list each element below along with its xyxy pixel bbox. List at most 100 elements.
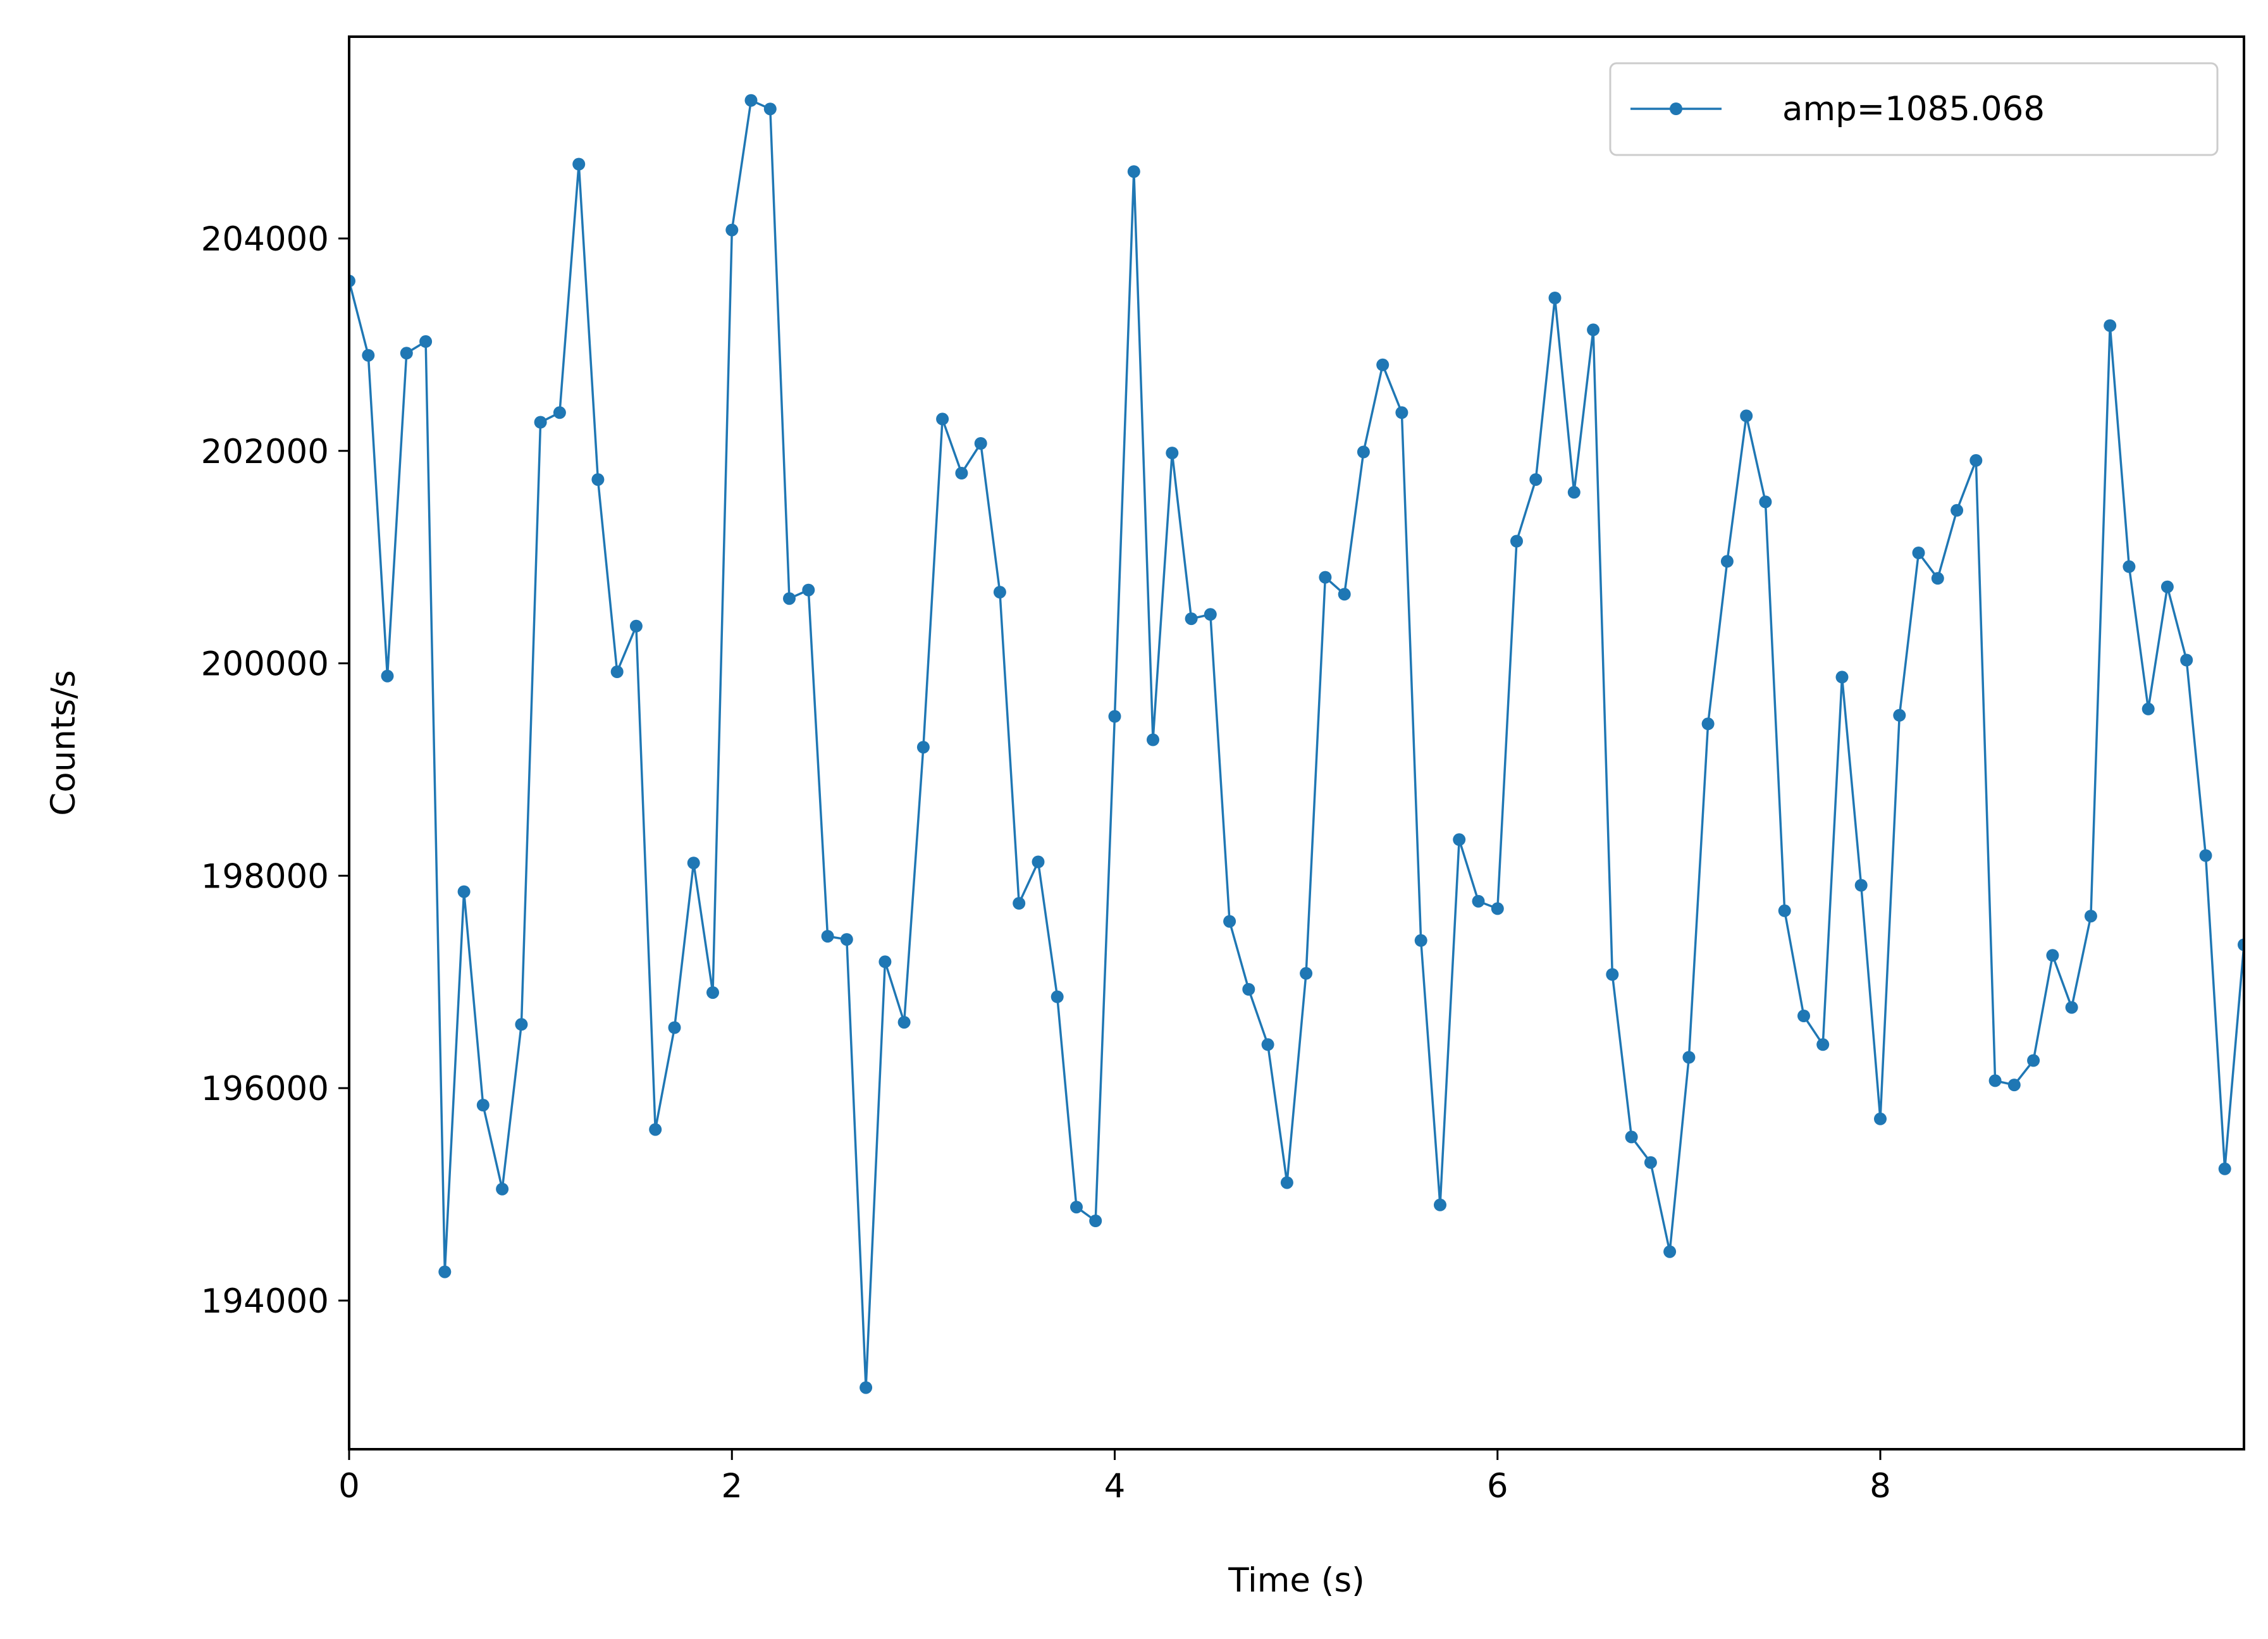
data-point <box>1759 495 1772 509</box>
data-point <box>763 102 777 116</box>
data-point <box>2160 580 2174 593</box>
data-point <box>668 1021 681 1034</box>
data-point <box>974 437 987 450</box>
data-point <box>1089 1215 1102 1227</box>
data-point <box>1740 409 1753 423</box>
data-point <box>1070 1201 1083 1214</box>
data-point <box>1931 572 1944 585</box>
legend-label: amp=1085.068 <box>1782 90 2045 128</box>
data-point <box>515 1018 528 1031</box>
data-point <box>1376 358 1390 371</box>
data-point <box>1185 612 1198 626</box>
y-tick-label: 200000 <box>201 645 329 684</box>
data-point <box>649 1123 662 1136</box>
data-point <box>687 857 700 870</box>
data-point <box>1204 608 1217 621</box>
data-point <box>1969 454 1983 467</box>
data-point <box>878 955 892 968</box>
data-point <box>802 583 815 597</box>
data-point <box>1453 833 1466 846</box>
data-point <box>1261 1038 1274 1051</box>
data-point <box>2142 702 2155 715</box>
data-point <box>2007 1079 2021 1092</box>
x-axis: 0 2 4 6 8 <box>338 1449 1891 1506</box>
y-tick-label: 194000 <box>201 1282 329 1321</box>
data-point <box>1778 904 1791 917</box>
data-point <box>1951 504 1964 517</box>
y-axis-label: Counts/s <box>44 670 83 815</box>
data-point <box>1835 671 1849 684</box>
data-point <box>1720 555 1734 568</box>
data-point <box>916 741 930 754</box>
data-point <box>476 1099 490 1111</box>
data-point <box>591 473 605 486</box>
data-point <box>1797 1010 1810 1022</box>
data-point <box>840 933 853 946</box>
data-point <box>1472 894 1485 908</box>
y-tick-label: 198000 <box>201 857 329 896</box>
data-point <box>1338 588 1351 601</box>
data-point <box>1108 710 1121 723</box>
data-point <box>1147 733 1159 746</box>
data-point <box>1127 165 1140 178</box>
legend: amp=1085.068 <box>1609 62 2219 156</box>
data-point <box>362 349 375 362</box>
legend-marker <box>1670 102 1682 115</box>
data-point <box>1013 897 1026 910</box>
data-point <box>1223 915 1236 928</box>
data-point <box>1357 445 1370 459</box>
data-point <box>1395 406 1408 419</box>
data-point <box>2065 1001 2078 1014</box>
data-point <box>1032 855 1045 869</box>
data-point <box>2027 1054 2040 1067</box>
data-point <box>534 416 547 429</box>
data-point <box>1491 902 1504 915</box>
data-point <box>1510 535 1523 548</box>
data-point <box>1548 292 1562 304</box>
data-point <box>1051 990 1064 1003</box>
y-tick-label: 204000 <box>201 220 329 259</box>
data-point <box>783 592 796 605</box>
data-point <box>1414 934 1427 947</box>
data-point <box>860 1381 873 1394</box>
data-point <box>381 669 394 683</box>
data-point <box>936 412 949 426</box>
data-point <box>2199 849 2212 862</box>
y-tick-label: 202000 <box>201 433 329 471</box>
data-point <box>1644 1156 1657 1169</box>
data-point <box>706 986 719 999</box>
data-point <box>1606 968 1619 981</box>
data-point <box>1300 967 1313 980</box>
data-point <box>1567 486 1581 499</box>
data-point <box>2238 938 2244 951</box>
data-point <box>821 930 834 943</box>
data-point <box>1319 571 1332 584</box>
axes-frame <box>348 35 2245 1450</box>
data-point <box>1587 323 1600 337</box>
data-point <box>1242 983 1255 996</box>
data-point <box>572 158 586 171</box>
y-tick-label: 196000 <box>201 1070 329 1108</box>
x-tick-label: 6 <box>1487 1467 1508 1506</box>
data-point <box>629 619 643 633</box>
data-point <box>457 885 471 898</box>
legend-box <box>1609 62 2219 156</box>
data-point <box>2046 949 2059 962</box>
data-point <box>419 335 433 348</box>
data-point <box>1854 879 1868 892</box>
data-point <box>1434 1198 1446 1211</box>
x-tick-label: 8 <box>1870 1467 1891 1506</box>
series-line <box>349 99 2244 1389</box>
data-point <box>2218 1162 2231 1175</box>
data-point <box>1280 1176 1293 1189</box>
data-point <box>438 1265 452 1278</box>
data-point <box>2084 910 2097 923</box>
data-point <box>349 275 355 288</box>
data-point <box>897 1016 911 1029</box>
data-point <box>1701 717 1715 731</box>
data-point <box>1663 1245 1677 1258</box>
x-tick-label: 4 <box>1104 1467 1126 1506</box>
data-point <box>1874 1112 1887 1125</box>
